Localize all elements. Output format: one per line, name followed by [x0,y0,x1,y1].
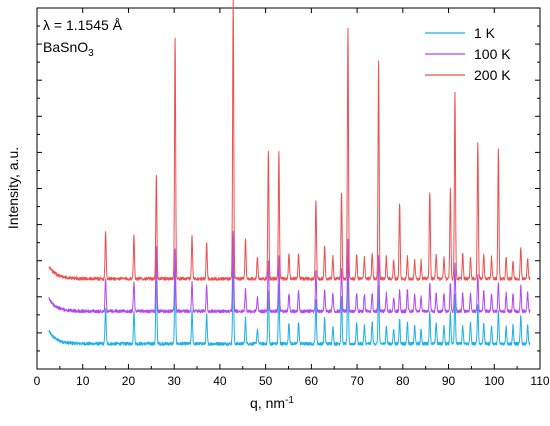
y-axis-ticks [37,7,540,370]
legend-label: 100 K [474,46,511,62]
x-tick-label: 50 [259,374,273,388]
compound-subscript: 3 [88,48,94,59]
series-group [48,0,531,346]
x-tick-label: 100 [484,374,504,388]
x-tick-label: 60 [305,374,319,388]
wavelength-annotation: λ = 1.1545 Å [43,17,123,33]
x-tick-label: 0 [34,374,41,388]
series-line-100-k [48,231,531,314]
x-tick-label: 80 [396,374,410,388]
series-line-1-k [48,260,531,346]
legend: 1 K 100 K 200 K [425,25,511,83]
x-tick-label: 70 [350,374,364,388]
x-tick-label: 10 [76,374,90,388]
x-axis-ticks: 0 10 20 30 40 50 60 70 80 90 100 110 [34,8,550,388]
x-tick-label: 110 [530,374,549,388]
compound-annotation: BaSnO3 [43,39,94,59]
x-axis-title: q, nm-1 [250,395,294,411]
legend-label: 1 K [474,25,496,41]
x-axis-title-sup: -1 [285,395,294,406]
plot-frame [36,7,541,370]
y-axis-title: Intensity, a.u. [5,147,21,229]
x-tick-label: 20 [122,374,136,388]
x-tick-label: 40 [213,374,227,388]
compound-base: BaSnO [43,39,88,55]
series-line-200-k [48,0,531,281]
x-tick-label: 30 [168,374,182,388]
legend-label: 200 K [474,67,511,83]
x-tick-label: 90 [442,374,456,388]
x-axis-title-main: q, nm [250,395,285,411]
